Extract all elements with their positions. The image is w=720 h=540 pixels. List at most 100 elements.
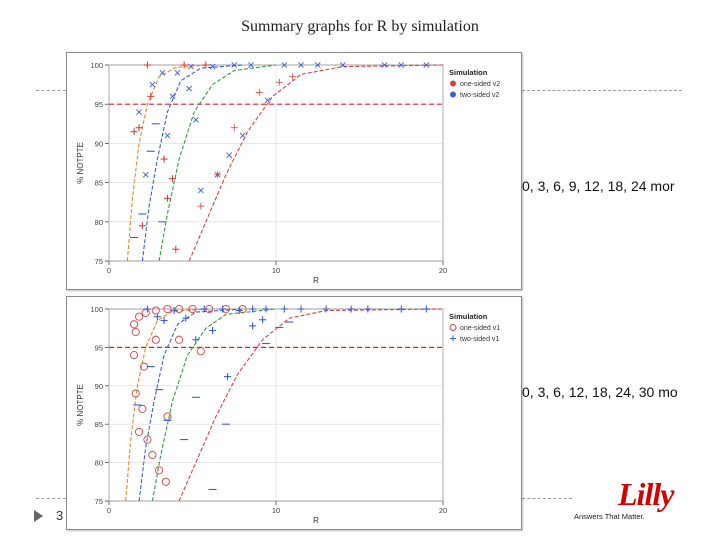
data-point — [151, 335, 160, 344]
data-point — [397, 305, 405, 313]
data-point — [174, 69, 181, 76]
chart-bottom: 75 80 85 90 95 100 0 10 20 R % NOTPTE Simulation one… — [76, 304, 500, 525]
x-tick-label: 10 — [272, 266, 280, 275]
x-tick-label: 20 — [439, 266, 447, 275]
chart-top: 75 80 85 90 95 100 0 10 20 R % NOTPTE Simulation one… — [76, 61, 500, 285]
data-point — [298, 62, 304, 68]
fitted-curve-orange — [126, 64, 210, 262]
data-point — [231, 62, 238, 68]
x-tick-label: 0 — [107, 266, 111, 275]
data-point — [142, 171, 149, 178]
divider-bottom-left — [36, 498, 66, 499]
data-point — [200, 305, 208, 313]
data-point — [155, 466, 164, 475]
data-point — [180, 61, 188, 69]
data-point — [138, 222, 146, 230]
logo-tagline: Answers That Matter. — [574, 512, 645, 521]
fitted-curve-green — [151, 308, 277, 502]
y-axis-label: % NOTPTE — [76, 142, 85, 184]
data-point — [130, 128, 138, 136]
data-point — [188, 304, 197, 314]
legend-entry: one-sided v2 — [460, 81, 500, 88]
y-tick-label: 95 — [95, 343, 103, 352]
data-point — [239, 132, 246, 139]
data-point — [143, 305, 151, 313]
data-point — [196, 347, 205, 356]
y-tick-label: 80 — [95, 459, 103, 468]
y-tick-label: 75 — [95, 497, 103, 506]
data-point — [175, 335, 184, 344]
fitted-curve-blue — [141, 64, 243, 262]
legend-swatch — [450, 80, 456, 87]
y-tick-label: 90 — [95, 139, 103, 148]
data-point — [197, 187, 204, 194]
data-point — [131, 389, 140, 398]
data-point — [281, 62, 288, 68]
data-point — [259, 316, 267, 324]
x-axis-label: R — [313, 276, 319, 285]
data-point — [136, 109, 142, 115]
data-point — [149, 81, 156, 88]
x-tick-label: 20 — [439, 506, 447, 515]
data-point — [175, 304, 184, 314]
company-logo: Lilly Answers That Matter. — [570, 476, 690, 526]
y-tick-label: 90 — [95, 382, 103, 391]
data-point — [135, 312, 144, 321]
data-point — [209, 63, 216, 70]
data-point — [138, 404, 147, 413]
data-point — [163, 304, 172, 314]
data-point — [159, 69, 166, 76]
data-point — [186, 85, 193, 92]
legend-entry: two-sided v2 — [460, 92, 499, 99]
legend-title: Simulation — [449, 312, 488, 321]
fitted-curve-blue — [138, 308, 243, 502]
data-point — [170, 307, 178, 315]
data-point — [364, 305, 372, 313]
x-tick-label: 10 — [272, 506, 280, 515]
data-point — [280, 305, 288, 313]
logo-wordmark: Lilly — [618, 476, 674, 512]
data-point — [182, 314, 190, 322]
y-tick-label: 85 — [95, 420, 103, 429]
data-point — [163, 194, 171, 202]
data-point — [381, 62, 388, 68]
y-tick-label: 100 — [90, 61, 103, 70]
legend-entry: one-sided v1 — [460, 325, 500, 332]
data-point — [160, 155, 168, 163]
data-point — [339, 62, 346, 68]
data-point — [130, 320, 139, 329]
legend-swatch — [449, 324, 457, 331]
data-point — [423, 62, 430, 68]
data-point — [322, 305, 330, 313]
y-tick-label: 95 — [95, 100, 103, 109]
data-point — [135, 427, 144, 436]
data-point — [249, 305, 257, 313]
data-point — [164, 132, 171, 139]
data-point — [230, 124, 238, 132]
legend-entry: two-sided v1 — [460, 336, 499, 343]
data-point — [214, 171, 222, 179]
chart-panel-bottom: 75 80 85 90 95 100 0 10 20 R % NOTPTE Simulation one… — [66, 296, 522, 530]
data-point — [143, 61, 151, 69]
data-point — [347, 305, 355, 313]
data-point — [264, 97, 271, 104]
data-point — [289, 73, 297, 81]
schedule-text-bottom: 0, 3, 6, 12, 18, 24, 30 mo — [522, 384, 678, 400]
x-tick-label: 0 — [107, 506, 111, 515]
data-point — [197, 202, 205, 210]
data-point — [224, 373, 232, 381]
data-point — [235, 307, 243, 315]
data-point — [398, 62, 405, 68]
data-point — [130, 351, 139, 360]
data-point — [169, 93, 176, 100]
data-point — [192, 116, 199, 123]
data-point — [226, 152, 233, 159]
data-point — [148, 450, 157, 459]
data-point — [248, 62, 254, 68]
data-point — [262, 305, 270, 313]
data-point — [151, 306, 160, 315]
data-point — [192, 336, 200, 344]
data-point — [143, 435, 152, 444]
y-tick-label: 80 — [95, 218, 103, 227]
divider-bottom-right — [522, 498, 572, 499]
